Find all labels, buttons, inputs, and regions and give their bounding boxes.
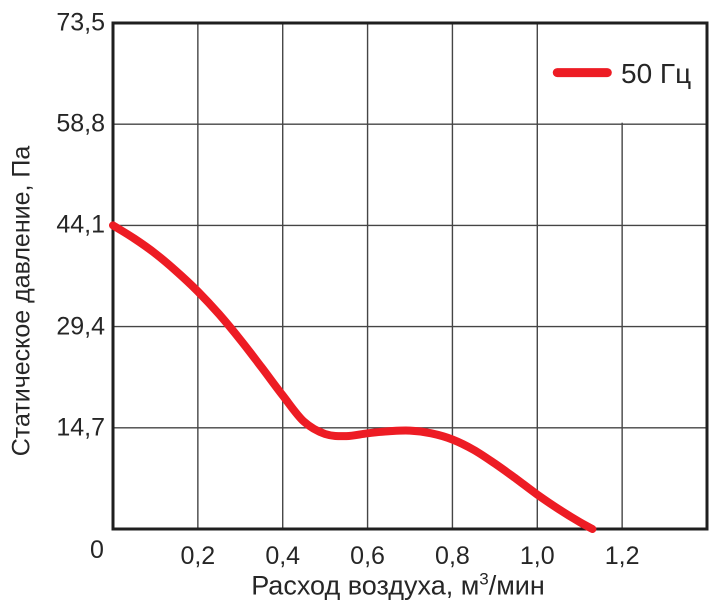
y-tick-label: 58,8 <box>56 109 105 138</box>
y-tick-label: 73,5 <box>56 8 105 37</box>
x-axis-title-prefix: Расход воздуха, м <box>251 570 480 601</box>
x-tick-label: 0,8 <box>435 542 470 570</box>
y-tick-label: 14,7 <box>56 413 105 442</box>
x-tick-label: 0,6 <box>350 542 385 570</box>
legend-label: 50 Гц <box>621 58 692 89</box>
y-axis-title: Статическое давление, Па <box>7 145 36 457</box>
x-tick-label: 0 <box>90 536 104 564</box>
curve-50hz <box>109 221 597 533</box>
plot-border <box>111 21 709 531</box>
x-axis-title-suffix: /мин <box>488 570 545 601</box>
x-tick-label: 0,2 <box>180 542 216 570</box>
y-tick-label: 44,1 <box>56 210 105 239</box>
x-tick-label: 0,4 <box>265 542 301 570</box>
x-tick-label: 1,0 <box>519 542 555 570</box>
x-axis-title: Расход воздуха, м3/мин <box>251 569 545 602</box>
y-tick-label: 29,4 <box>56 312 105 341</box>
x-axis-title-superscript: 3 <box>479 569 489 589</box>
x-tick-label: 1,2 <box>604 542 640 570</box>
